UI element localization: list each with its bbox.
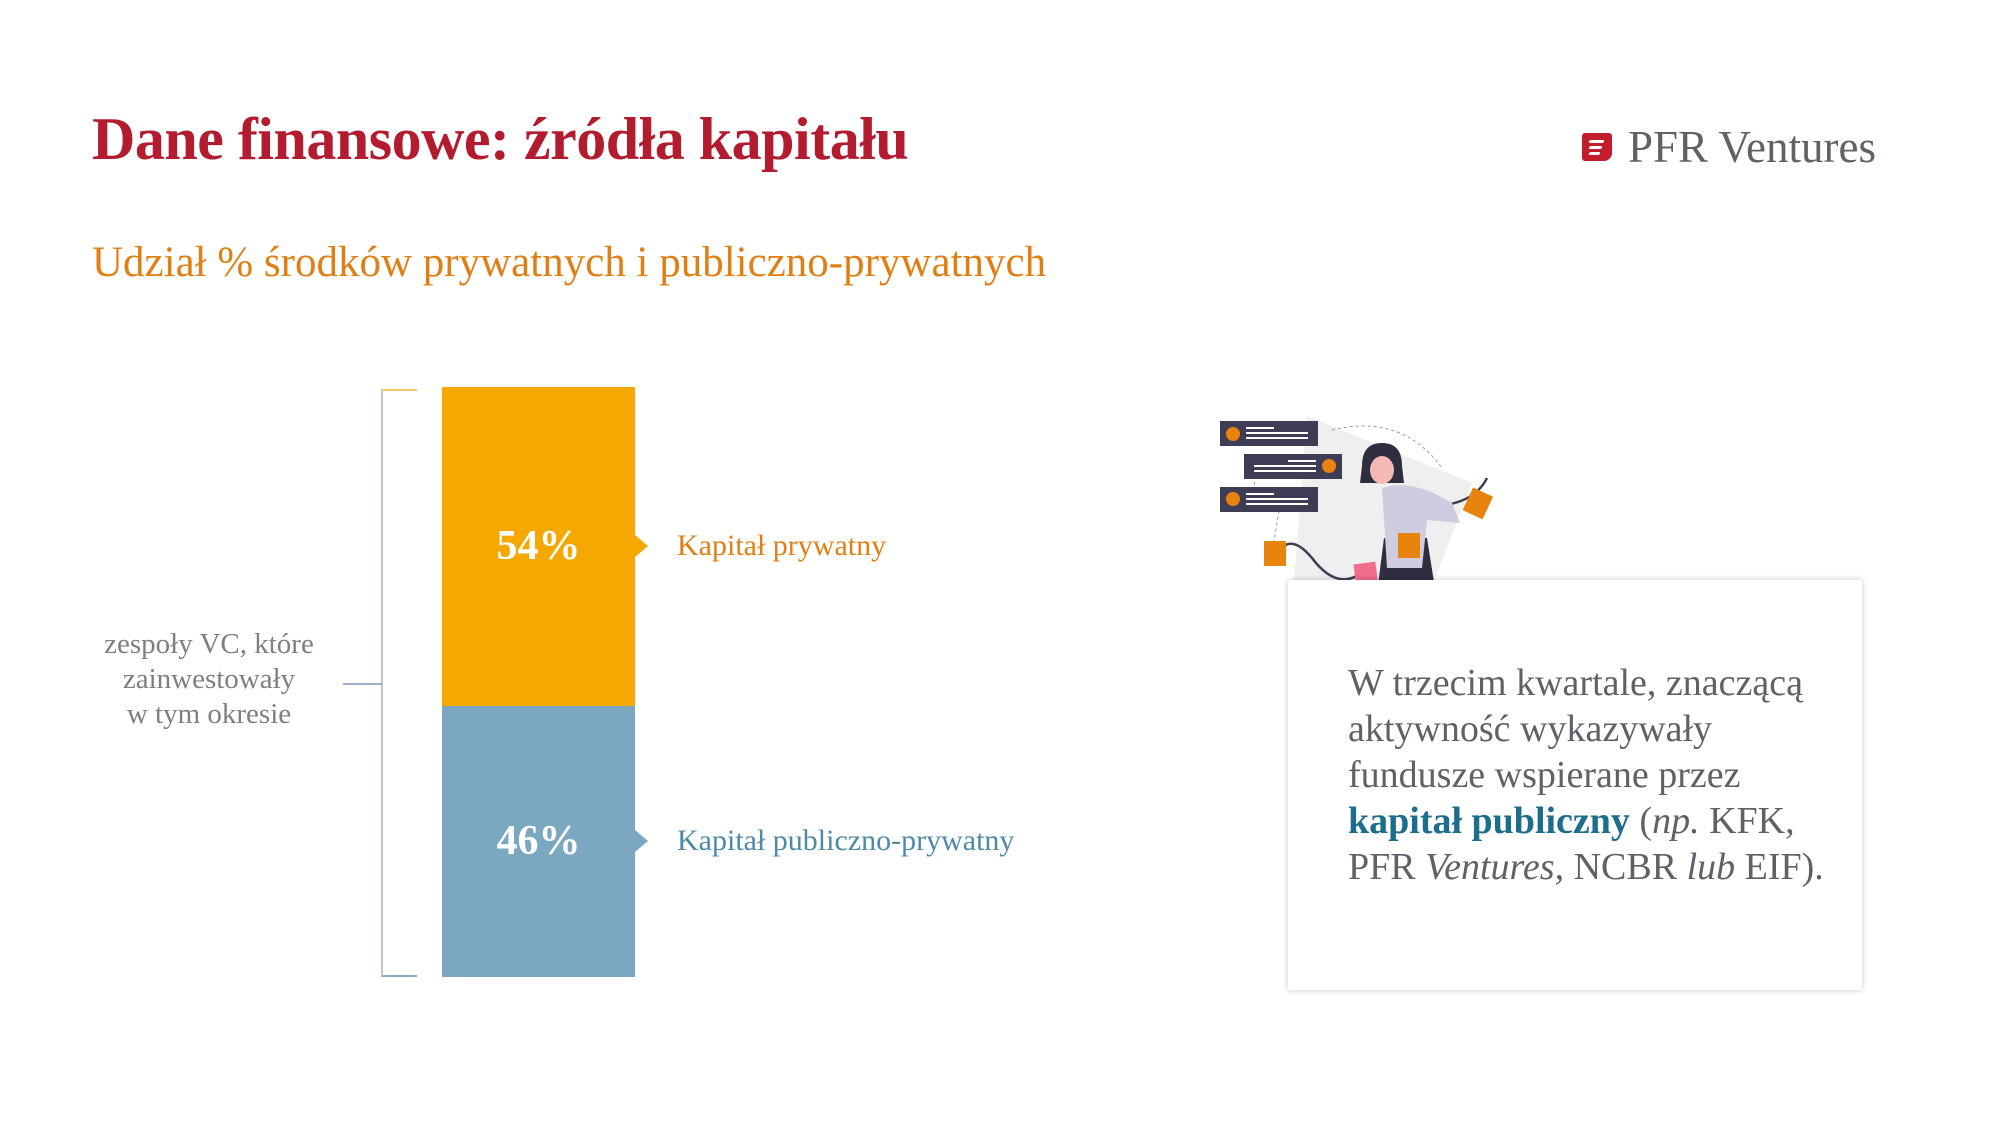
highlight-public-capital: kapitał publiczny [1348,800,1630,842]
pfr-logo-icon [1582,133,1612,161]
bar-segment-private: 54% Kapitał prywatny [442,387,886,706]
brand-logo: PFR Ventures [1582,122,1876,172]
insight-text-italic: np. [1652,800,1700,842]
insight-text-italic: lub [1686,846,1736,888]
pointer-arrow-icon [635,535,648,558]
insight-text-part: KFK, PFR [1348,800,1795,888]
insight-text-part: NCBR [1564,846,1687,888]
insight-card: W trzecim kwartale, znaczącą aktywność w… [1288,580,1862,990]
segment-label-public-private: Kapitał publiczno-prywatny [677,824,1015,858]
insight-text-part: ( [1629,800,1653,842]
segment-value: 46% [496,818,581,865]
group-bracket-tick [343,683,382,685]
pointer-arrow-icon [635,830,648,853]
chart-subtitle: Udział % środków prywatnych i publiczno-… [92,239,1047,286]
group-label-line: zespoły VC, które [104,628,314,660]
insight-text-italic: Ventures, [1425,846,1565,888]
segment-value: 54% [496,523,581,570]
brand-name: PFR Ventures [1628,122,1876,172]
bar-segment-public-private: 46% Kapitał publiczno-prywatny [442,705,1014,977]
insight-text: W trzecim kwartale, znaczącą aktywność w… [1348,660,1828,890]
segment-label-private: Kapitał prywatny [677,529,887,563]
insight-text-part: W trzecim kwartale, znaczącą aktywność w… [1348,662,1803,796]
group-label-line: w tym okresie [126,698,292,730]
page-title: Dane finansowe: źródła kapitału [92,106,909,172]
group-bracket [381,389,417,977]
stacked-bar: 54% Kapitał prywatny 46% Kapitał publicz… [442,387,1014,977]
group-label-line: zainwestowały [122,663,296,695]
group-label: zespoły VC, które zainwestowały w tym ok… [70,627,348,732]
insight-text-part: EIF). [1735,846,1824,888]
